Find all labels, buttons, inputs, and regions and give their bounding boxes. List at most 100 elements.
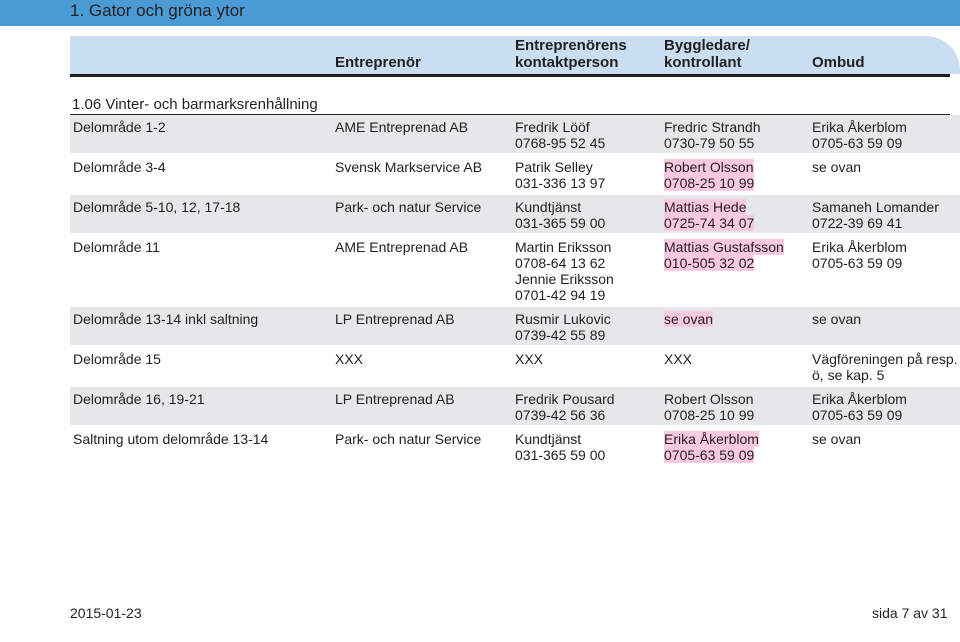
table-row: Delområde 13-14 inkl saltning LP Entrepr… (70, 307, 960, 345)
column-header-kontakt-line1: Entreprenörens (515, 37, 627, 54)
supervisor-name: Robert Olsson (664, 391, 754, 407)
table-row: Delområde 3-4 Svensk Markservice AB Patr… (70, 155, 960, 193)
supervisor-cell: Fredric Strandh 0730-79 50 55 (664, 119, 760, 151)
contact-cell: Rusmir Lukovic 0739-42 55 89 (515, 311, 611, 343)
footer-date: 2015-01-23 (70, 605, 142, 621)
contractor-cell: LP Entreprenad AB (335, 311, 455, 327)
contact-cell: Fredrik Pousard 0739-42 56 36 (515, 391, 615, 423)
agent-name: Erika Åkerblom (812, 239, 907, 255)
agent-name: se ovan (812, 431, 862, 447)
area-cell: Delområde 16, 19-21 (73, 391, 205, 407)
agent-cell: Erika Åkerblom 0705-63 59 09 (812, 119, 907, 151)
agent-phone: 0705-63 59 09 (812, 407, 903, 423)
contact-phone: 0701-42 94 19 (515, 287, 606, 303)
contact-name: Jennie Eriksson (515, 271, 614, 287)
area-cell: Delområde 3-4 (73, 159, 166, 175)
contractor-cell: AME Entreprenad AB (335, 239, 469, 255)
contractor-cell: Park- och natur Service (335, 431, 482, 447)
contact-name: Kundtjänst (515, 199, 582, 215)
agent-cell: se ovan (812, 159, 861, 175)
area-cell: Delområde 15 (73, 351, 161, 367)
agent-phone: 0705-63 59 09 (812, 135, 903, 151)
column-header-ombud: Ombud (812, 54, 865, 71)
title-bar (0, 0, 960, 26)
supervisor-cell: Erika Åkerblom 0705-63 59 09 (664, 431, 759, 463)
table-row: Delområde 15 XXX XXX XXX Vägföreningen p… (70, 347, 960, 385)
area-cell: Delområde 5-10, 12, 17-18 (73, 199, 241, 215)
supervisor-name: se ovan (664, 311, 714, 327)
contact-name: Martin Eriksson (515, 239, 612, 255)
contact-name: Fredrik Lööf (515, 119, 590, 135)
supervisor-phone: 0730-79 50 55 (664, 135, 755, 151)
contractor-cell: XXX (335, 351, 364, 367)
header-divider (70, 74, 950, 77)
supervisor-cell: Robert Olsson 0708-25 10 99 (664, 391, 754, 423)
page-number: sida 7 av 31 (872, 605, 948, 621)
contact-cell: Martin Eriksson 0708-64 13 62 Jennie Eri… (515, 239, 614, 303)
contact-phone: 031-365 59 00 (515, 447, 606, 463)
contact-name: Fredrik Pousard (515, 391, 615, 407)
supervisor-phone: 010-505 32 02 (664, 255, 755, 271)
supervisor-cell: Mattias Gustafsson 010-505 32 02 (664, 239, 784, 271)
section-divider (70, 114, 950, 115)
agent-name: se ovan (812, 311, 862, 327)
table-row: Delområde 11 AME Entreprenad AB Martin E… (70, 235, 960, 305)
table-row: Delområde 16, 19-21 LP Entreprenad AB Fr… (70, 387, 960, 425)
agent-name: Vägföreningen på resp. (812, 351, 958, 367)
agent-cell: Vägföreningen på resp. ö, se kap. 5 (812, 351, 958, 383)
contact-phone: 0708-64 13 62 (515, 255, 606, 271)
contact-name: Kundtjänst (515, 431, 582, 447)
table-row: Delområde 5-10, 12, 17-18 Park- och natu… (70, 195, 960, 233)
agent-cell: Samaneh Lomander 0722-39 69 41 (812, 199, 939, 231)
supervisor-cell: XXX (664, 351, 692, 367)
column-header-bygg-line1: Byggledare/ (664, 37, 750, 54)
supervisor-phone: 0708-25 10 99 (664, 407, 755, 423)
contact-name: Patrik Selley (515, 159, 593, 175)
agent-phone: 0722-39 69 41 (812, 215, 903, 231)
supervisor-name: Erika Åkerblom (664, 431, 759, 447)
supervisor-name: XXX (664, 351, 693, 367)
table-header-panel (70, 36, 960, 74)
contact-cell: Patrik Selley 031-336 13 97 (515, 159, 605, 191)
contact-cell: Fredrik Lööf 0768-95 52 45 (515, 119, 605, 151)
agent-name: Erika Åkerblom (812, 391, 907, 407)
supervisor-name: Fredric Strandh (664, 119, 761, 135)
agent-cell: se ovan (812, 311, 861, 327)
area-cell: Saltning utom delområde 13-14 (73, 431, 269, 447)
contractor-cell: Svensk Markservice AB (335, 159, 483, 175)
supervisor-phone: 0708-25 10 99 (664, 175, 755, 191)
column-header-kontakt-line2: kontaktperson (515, 54, 619, 71)
supervisor-cell: Mattias Hede 0725-74 34 07 (664, 199, 755, 231)
agent-cell: se ovan (812, 431, 861, 447)
contractor-cell: LP Entreprenad AB (335, 391, 455, 407)
contractor-cell: Park- och natur Service (335, 199, 482, 215)
table-row: Delområde 1-2 AME Entreprenad AB Fredrik… (70, 115, 960, 153)
supervisor-cell: Robert Olsson 0708-25 10 99 (664, 159, 755, 191)
section-heading: 1.06 Vinter- och barmarksrenhållning (72, 96, 318, 113)
area-cell: Delområde 13-14 inkl saltning (73, 311, 259, 327)
contact-name: XXX (515, 351, 544, 367)
supervisor-name: Mattias Gustafsson (664, 239, 784, 255)
agent-name: Erika Åkerblom (812, 119, 907, 135)
page-title: 1. Gator och gröna ytor (70, 1, 245, 20)
agent-phone: 0705-63 59 09 (812, 255, 903, 271)
agent-name-continued: ö, se kap. 5 (812, 367, 885, 383)
supervisor-cell: se ovan (664, 311, 714, 327)
contact-cell: XXX (515, 351, 543, 367)
area-cell: Delområde 1-2 (73, 119, 166, 135)
column-header-kontaktperson: Entreprenörens kontaktperson (515, 37, 627, 71)
agent-cell: Erika Åkerblom 0705-63 59 09 (812, 391, 907, 423)
contact-phone: 031-336 13 97 (515, 175, 606, 191)
supervisor-name: Robert Olsson (664, 159, 755, 175)
contact-cell: Kundtjänst 031-365 59 00 (515, 431, 605, 463)
agent-cell: Erika Åkerblom 0705-63 59 09 (812, 239, 907, 271)
agent-name: se ovan (812, 159, 862, 175)
supervisor-phone: 0705-63 59 09 (664, 447, 755, 463)
column-header-byggledare: Byggledare/ kontrollant (664, 37, 750, 71)
contact-phone: 0739-42 55 89 (515, 327, 606, 343)
contact-phone: 0739-42 56 36 (515, 407, 606, 423)
supervisor-phone: 0725-74 34 07 (664, 215, 755, 231)
contractor-cell: AME Entreprenad AB (335, 119, 469, 135)
contact-cell: Kundtjänst 031-365 59 00 (515, 199, 605, 231)
column-header-bygg-line2: kontrollant (664, 54, 742, 71)
